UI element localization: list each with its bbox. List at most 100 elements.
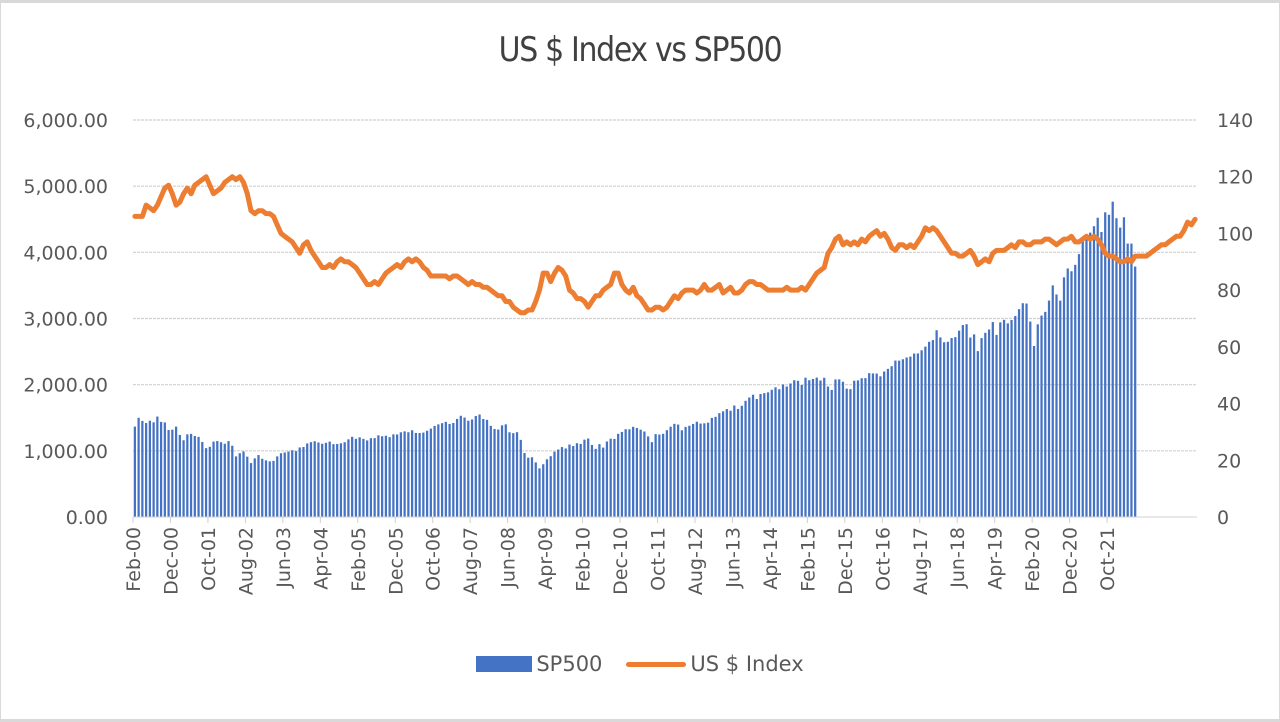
sp500-bar	[534, 462, 537, 517]
sp500-bar	[467, 420, 470, 517]
sp500-bar	[306, 443, 309, 517]
sp500-bar	[647, 436, 650, 517]
sp500-bar	[560, 447, 564, 517]
x-tick-label: Oct-21	[1097, 527, 1119, 591]
sp500-bar	[470, 419, 474, 517]
sp500-bar	[261, 458, 264, 517]
sp500-bars	[133, 201, 1137, 518]
sp500-bar	[156, 416, 159, 517]
sp500-bar	[1040, 315, 1043, 517]
sp500-bar	[1130, 243, 1133, 517]
sp500-bar	[736, 408, 740, 517]
sp500-bar	[755, 399, 758, 517]
sp500-bar	[422, 432, 425, 517]
legend: SP500 US $ Index	[0, 652, 1280, 676]
x-tick-label: Jun-08	[498, 527, 520, 589]
sp500-bar	[148, 420, 151, 517]
sp500-bar	[587, 438, 590, 517]
sp500-bar	[264, 460, 268, 517]
sp500-bar	[1089, 232, 1092, 517]
sp500-bar	[553, 451, 556, 517]
sp500-bar	[1077, 254, 1081, 518]
sp500-bar	[452, 422, 455, 517]
sp500-bar	[493, 428, 496, 517]
sp500-bar	[905, 357, 908, 517]
x-tick-label: Dec-00	[160, 527, 182, 595]
x-tick-label: Jun-03	[273, 527, 295, 589]
sp500-bar	[246, 456, 249, 517]
sp500-bar	[414, 432, 417, 517]
sp500-bar	[901, 359, 905, 517]
sp500-bar	[186, 434, 189, 517]
sp500-bar	[845, 388, 848, 517]
sp500-bar	[935, 330, 938, 517]
sp500-bar	[354, 438, 358, 517]
sp500-bar	[227, 441, 230, 517]
sp500-bar	[699, 423, 702, 517]
sp500-bar	[542, 464, 545, 517]
sp500-bar	[946, 341, 949, 517]
sp500-bar	[234, 456, 238, 517]
sp500-bar	[939, 337, 942, 517]
sp500-bar	[695, 421, 698, 517]
sp500-bar	[549, 456, 552, 517]
sp500-bar	[448, 423, 451, 517]
x-tick-label: Feb-20	[1022, 527, 1044, 592]
sp500-bar	[972, 334, 976, 517]
sp500-bar	[613, 438, 616, 517]
legend-item-sp500[interactable]: SP500	[476, 652, 602, 676]
sp500-bar	[343, 442, 346, 517]
sp500-bar	[287, 451, 290, 517]
sp500-bar	[1100, 232, 1103, 517]
sp500-bar	[1122, 217, 1126, 517]
sp500-bar	[662, 433, 665, 517]
sp500-bar	[1119, 227, 1122, 517]
sp500-bar	[328, 441, 331, 517]
sp500-bar	[366, 440, 369, 517]
y-right-tick-label: 60	[1217, 337, 1241, 359]
sp500-bar	[729, 410, 732, 517]
sp500-bar	[321, 443, 324, 517]
sp500-bar	[1055, 294, 1058, 517]
sp500-bar	[778, 389, 781, 517]
sp500-bar	[500, 425, 504, 517]
sp500-bar	[223, 443, 226, 517]
sp500-bar	[504, 424, 507, 517]
sp500-bar	[931, 340, 934, 517]
sp500-bar	[766, 392, 770, 517]
sp500-bar	[841, 381, 845, 517]
y-axis-left: 0.00 1,000.00 2,000.00 3,000.00 4,000.00 5,00…	[23, 110, 108, 529]
sp500-bar	[1111, 201, 1114, 518]
sp500-bar	[680, 430, 683, 517]
sp500-bar	[530, 457, 534, 517]
sp500-bar	[242, 451, 245, 517]
sp500-bar	[369, 438, 373, 517]
legend-item-usd-index[interactable]: US $ Index	[626, 652, 804, 676]
sp500-bar	[1062, 277, 1066, 517]
sp500-bar	[815, 377, 818, 517]
sp500-bar	[238, 453, 241, 517]
sp500-bar	[317, 442, 320, 517]
sp500-bar	[1096, 217, 1099, 518]
legend-label-usd-index: US $ Index	[690, 652, 804, 676]
sp500-bar	[508, 432, 511, 517]
y-left-tick-label: 0.00	[66, 507, 108, 529]
sp500-bar	[950, 338, 953, 517]
sp500-bar	[268, 461, 271, 517]
y-left-tick-label: 6,000.00	[23, 110, 108, 132]
sp500-bar	[759, 393, 762, 517]
sp500-bar	[665, 430, 668, 517]
sp500-bar	[605, 441, 609, 517]
sp500-bar	[920, 350, 923, 517]
sp500-bar	[980, 338, 983, 517]
y-left-tick-label: 2,000.00	[23, 375, 108, 397]
sp500-bar	[283, 452, 286, 517]
sp500-bar	[1066, 268, 1069, 517]
sp500-bar	[849, 389, 852, 517]
sp500-bar	[838, 379, 841, 517]
sp500-bar	[965, 324, 968, 517]
sp500-bar	[512, 433, 515, 517]
sp500-bar	[253, 458, 256, 517]
chart-title: US $ Index vs SP500	[498, 30, 783, 70]
